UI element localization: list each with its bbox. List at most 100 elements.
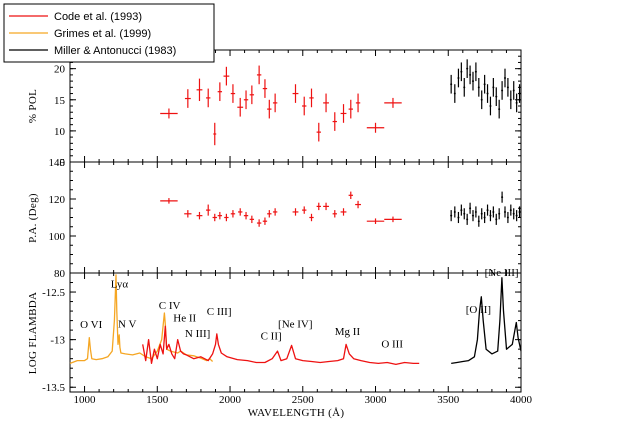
data-point (509, 90, 512, 110)
data-point (223, 66, 230, 86)
data-point (463, 78, 466, 97)
data-point (230, 210, 236, 218)
line-annotation: Mg II (335, 326, 361, 338)
point-marker (512, 89, 515, 92)
y-tick-label: 120 (49, 194, 66, 206)
data-point (460, 204, 463, 216)
x-tick-label: 3500 (437, 394, 460, 406)
data-point (384, 216, 402, 223)
point-marker (509, 209, 512, 212)
data-point (463, 208, 466, 220)
y-tick-label: -13.5 (42, 382, 65, 394)
data-point (355, 200, 361, 209)
data-point (249, 85, 255, 105)
point-marker (480, 212, 483, 215)
point-marker (474, 70, 477, 73)
data-point (453, 206, 456, 218)
point-marker (471, 214, 474, 217)
data-point (212, 213, 217, 222)
x-tick-label: 1000 (74, 394, 97, 406)
data-point (249, 215, 255, 224)
data-point (348, 99, 353, 119)
data-point (518, 206, 521, 218)
y-axis-label-polarization: % POL (27, 89, 39, 123)
point-marker (498, 212, 501, 215)
point-marker (506, 216, 509, 219)
series-line (451, 277, 522, 365)
point-marker (466, 218, 469, 221)
data-point (332, 210, 337, 218)
y-tick-label: 15 (54, 95, 66, 107)
data-point (184, 89, 191, 108)
data-point (262, 79, 268, 98)
y-tick-label: 20 (54, 64, 66, 76)
data-point (267, 210, 272, 218)
panel-position-angle: 100 120 140 (49, 157, 522, 274)
data-point (196, 211, 203, 220)
data-point (512, 81, 515, 100)
data-point (471, 210, 474, 222)
data-point (160, 108, 178, 119)
point-marker (466, 67, 469, 70)
point-marker (469, 73, 472, 76)
data-point (489, 210, 492, 222)
y-tick-label-top: 80 (54, 268, 66, 280)
data-point (512, 208, 515, 220)
x-tick-label: 4000 (510, 394, 533, 406)
line-annotation: O III (381, 338, 403, 350)
data-point (469, 202, 472, 214)
point-marker (486, 92, 489, 95)
point-marker (477, 86, 480, 89)
legend-label-grimes: Grimes et al. (1999) (54, 28, 151, 40)
data-point (474, 206, 477, 218)
data-point (509, 204, 512, 216)
data-point (480, 90, 483, 110)
data-point (196, 78, 203, 102)
data-point (237, 97, 244, 117)
point-marker (480, 98, 483, 101)
data-point (224, 213, 229, 222)
data-point (238, 208, 243, 216)
point-marker (503, 77, 506, 79)
data-point (206, 204, 211, 216)
data-point (243, 90, 249, 110)
data-point (340, 104, 347, 123)
legend-label-miller: Miller & Antonucci (1983) (54, 45, 176, 57)
data-point (503, 206, 506, 218)
point-marker (474, 210, 477, 213)
data-point (332, 112, 337, 131)
x-tick-label: 2000 (219, 394, 242, 406)
line-annotation: He II (173, 313, 196, 325)
data-point (184, 210, 192, 218)
data-point (292, 84, 299, 103)
data-point (506, 78, 509, 97)
legend-box (3, 3, 215, 63)
point-marker (457, 77, 460, 79)
data-point (256, 219, 262, 227)
panel-position-angle-frame (69, 161, 522, 274)
data-point (160, 198, 178, 204)
y-tick-label: 140 (49, 157, 66, 169)
y-tick-label: 5 (60, 157, 66, 169)
data-point (384, 97, 402, 108)
panel-spectrum-frame (69, 272, 522, 393)
point-marker (463, 212, 466, 215)
point-marker (453, 210, 456, 213)
data-point (323, 93, 329, 113)
point-marker (518, 92, 521, 95)
point-marker (503, 210, 506, 213)
data-point (316, 202, 321, 211)
line-annotation: C III] (207, 306, 232, 318)
data-point (483, 211, 486, 224)
data-point (492, 206, 495, 218)
data-point (355, 93, 361, 113)
data-point (483, 74, 486, 94)
data-point (474, 62, 477, 82)
point-marker (518, 210, 521, 213)
data-point (217, 211, 223, 220)
data-point (450, 74, 453, 94)
data-point (316, 122, 321, 142)
line-annotation: C IV (159, 300, 181, 312)
data-point (506, 211, 509, 224)
x-axis: 1000 1500 2000 2500 3000 3500 4000 (74, 394, 533, 406)
